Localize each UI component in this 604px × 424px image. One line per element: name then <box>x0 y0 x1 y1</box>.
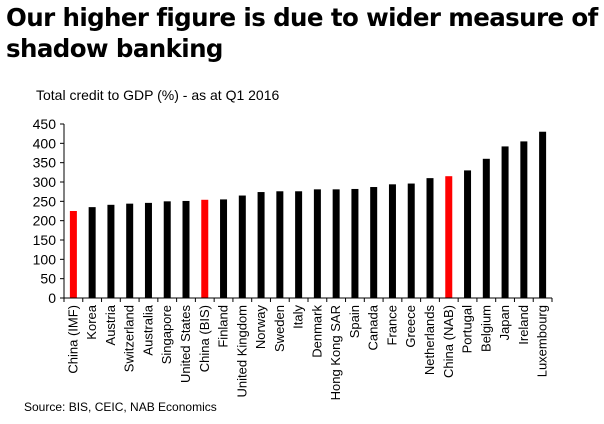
chart-title: Our higher figure is due to wider measur… <box>6 3 598 63</box>
x-tick-label: Japan <box>497 305 512 340</box>
y-tick-label: 0 <box>48 290 56 306</box>
bar-united-states <box>182 200 190 298</box>
bar-finland <box>220 199 228 298</box>
bar-ireland <box>520 141 528 298</box>
x-tick-label: France <box>384 305 399 345</box>
y-axis-ticks: 0 50 100 150 200 250 300 350 400 450 <box>33 116 64 306</box>
x-tick-label: Portugal <box>460 305 475 354</box>
bar-japan <box>501 146 509 298</box>
bar-luxembourg <box>539 131 547 298</box>
bar-singapore <box>163 201 171 298</box>
bar-china-nab <box>445 176 453 298</box>
y-tick-label: 250 <box>33 193 57 209</box>
x-tick-label: China (IMF) <box>65 305 80 374</box>
bar-china-imf <box>69 211 77 298</box>
chart-subtitle: Total credit to GDP (%) - as at Q1 2016 <box>36 87 280 103</box>
y-tick-label: 300 <box>33 174 57 190</box>
y-tick-label: 450 <box>33 116 57 132</box>
x-tick-label: Switzerland <box>122 305 137 372</box>
y-tick-label: 400 <box>33 135 57 151</box>
x-tick-label: Belgium <box>478 305 493 352</box>
x-tick-label: United Kingdom <box>234 305 249 398</box>
source-note: Source: BIS, CEIC, NAB Economics <box>24 400 217 414</box>
x-tick-label: Denmark <box>309 305 324 358</box>
bar-australia <box>144 202 152 298</box>
x-tick-label: Ireland <box>516 305 531 345</box>
bar-france <box>388 184 396 298</box>
y-tick-label: 100 <box>33 251 57 267</box>
x-tick-label: China (NAB) <box>441 305 456 378</box>
y-tick-label: 200 <box>33 213 57 229</box>
bar-united-kingdom <box>238 195 246 298</box>
bar-sweden <box>276 191 284 298</box>
x-tick-label: Australia <box>140 304 155 355</box>
x-tick-label: Greece <box>403 305 418 348</box>
x-tick-label: Austria <box>103 304 118 345</box>
y-tick-label: 350 <box>33 155 57 171</box>
x-tick-label: Finland <box>216 305 231 348</box>
bar-belgium <box>482 158 490 298</box>
bar-hong-kong-sar <box>332 189 340 298</box>
bar-korea <box>88 207 96 298</box>
bar-austria <box>107 204 115 298</box>
x-axis-ticks: China (IMF) Korea Austria Switzerland Austra… <box>63 298 553 400</box>
x-tick-label: Luxembourg <box>535 305 550 377</box>
bar-portugal <box>464 170 472 298</box>
x-tick-label: Korea <box>84 304 99 339</box>
bar-china-bis <box>201 199 209 298</box>
x-tick-label: Canada <box>366 304 381 350</box>
x-tick-label: China (BIS) <box>197 305 212 372</box>
bar-netherlands <box>426 178 434 298</box>
y-tick-label: 150 <box>33 232 57 248</box>
x-tick-label: Norway <box>253 305 268 350</box>
bar-canada <box>370 187 378 298</box>
x-tick-label: Netherlands <box>422 305 437 376</box>
x-tick-label: Spain <box>347 305 362 338</box>
bar-greece <box>407 183 415 298</box>
bar-denmark <box>313 189 321 298</box>
x-tick-label: Singapore <box>159 305 174 364</box>
bar-norway <box>257 192 265 298</box>
bars-group <box>69 131 547 298</box>
bar-italy <box>295 191 303 298</box>
x-tick-label: Hong Kong SAR <box>328 305 343 400</box>
y-tick-label: 50 <box>40 271 56 287</box>
x-tick-label: Sweden <box>272 305 287 352</box>
x-tick-label: United States <box>178 305 193 384</box>
bar-switzerland <box>126 203 134 298</box>
x-tick-label: Italy <box>291 305 306 329</box>
bar-spain <box>351 188 359 298</box>
